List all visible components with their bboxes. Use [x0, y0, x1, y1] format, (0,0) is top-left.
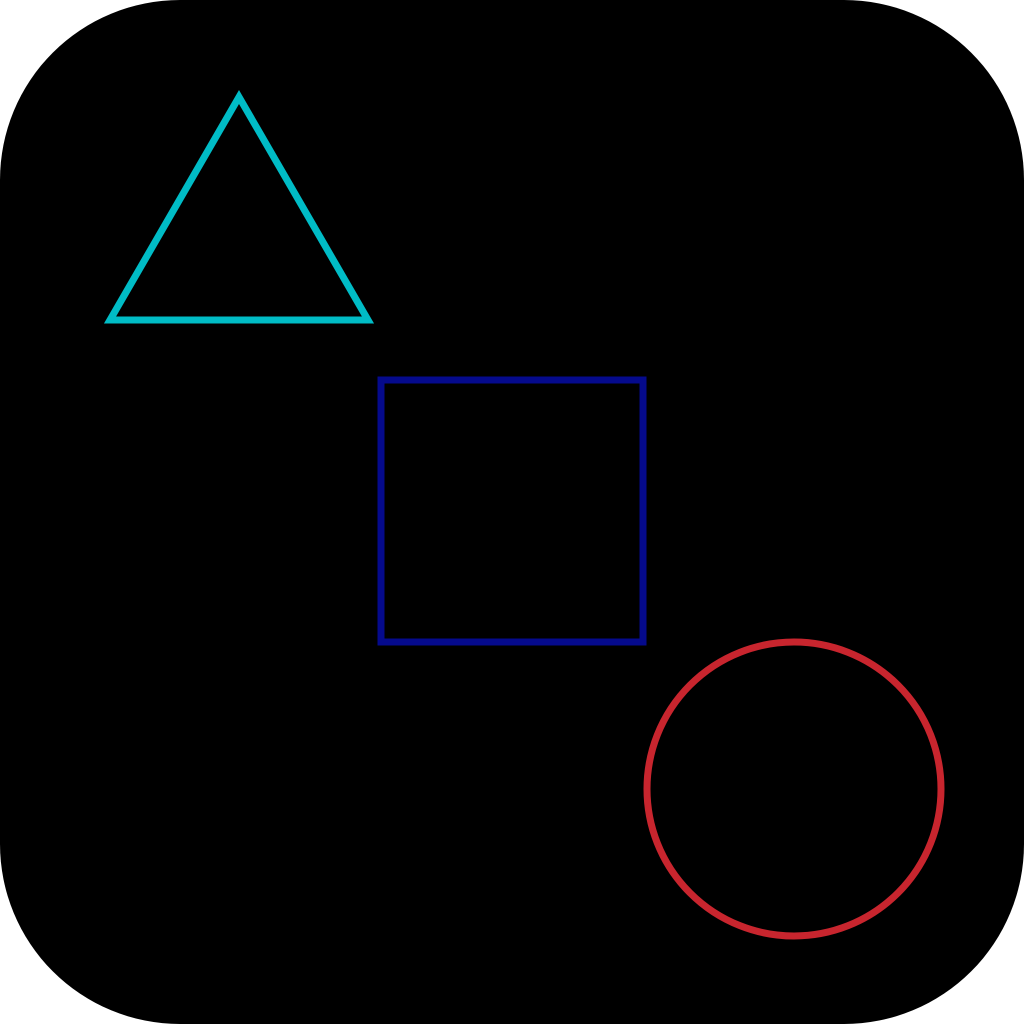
triangle-icon: [103, 90, 375, 324]
circle-icon: [643, 638, 945, 940]
square-icon: [377, 376, 647, 646]
